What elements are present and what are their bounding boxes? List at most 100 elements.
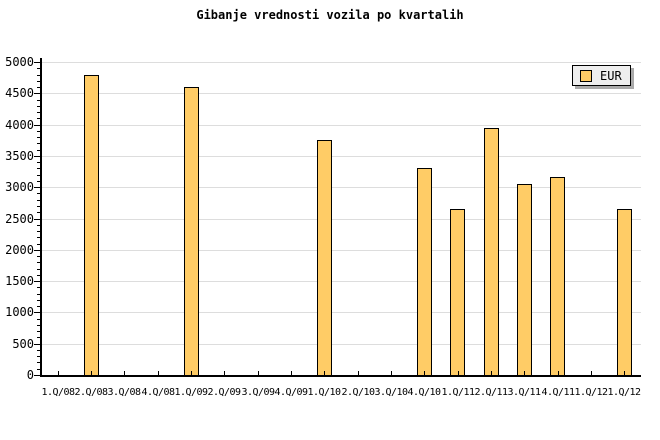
y-minor-tick [37, 275, 41, 276]
y-axis-label: 2000 [5, 243, 34, 257]
x-tick [491, 371, 492, 375]
gridline [41, 219, 641, 220]
x-axis-label: 4.Q/10 [407, 387, 441, 398]
chart-bar [184, 87, 199, 376]
y-minor-tick [37, 118, 41, 119]
y-minor-tick [37, 231, 41, 232]
y-major-tick [34, 344, 41, 345]
chart-title: Gibanje vrednosti vozila po kvartalih [196, 8, 464, 22]
x-axis-label: 1.Q/09 [174, 387, 208, 398]
x-axis-label: 1.Q/08 [41, 387, 75, 398]
legend-series-label: EUR [600, 68, 622, 83]
y-major-tick [34, 187, 41, 188]
y-major-tick [34, 375, 41, 376]
y-major-tick [34, 125, 41, 126]
y-minor-tick [37, 356, 41, 357]
y-axis-label: 4500 [5, 86, 34, 100]
x-tick [424, 371, 425, 375]
x-tick [358, 371, 359, 375]
y-axis-label: 5000 [5, 55, 34, 69]
y-axis-label: 4000 [5, 118, 34, 132]
x-axis-label: 2.Q/10 [341, 387, 375, 398]
x-tick [558, 371, 559, 375]
y-major-tick [34, 219, 41, 220]
y-minor-tick [37, 68, 41, 69]
x-tick [391, 371, 392, 375]
y-major-tick [34, 250, 41, 251]
x-axis-label: 2.Q/09 [207, 387, 241, 398]
y-major-tick [34, 312, 41, 313]
gridline [41, 344, 641, 345]
chart-bar [84, 75, 99, 376]
x-tick [324, 371, 325, 375]
y-minor-tick [37, 325, 41, 326]
x-axis-label: 2.Q/08 [74, 387, 108, 398]
legend: EUR [572, 65, 631, 86]
x-tick [91, 371, 92, 375]
x-axis-label: 3.Q/11 [507, 387, 541, 398]
y-axis-label: 1000 [5, 305, 34, 319]
y-minor-tick [37, 294, 41, 295]
y-minor-tick [37, 237, 41, 238]
y-axis-label: 2500 [5, 212, 34, 226]
y-minor-tick [37, 256, 41, 257]
y-minor-tick [37, 319, 41, 320]
gridline [41, 250, 641, 251]
y-minor-tick [37, 193, 41, 194]
chart-bar [484, 128, 499, 376]
y-axis [40, 58, 42, 377]
gridline [41, 281, 641, 282]
x-axis-label: 1.Q/11 [441, 387, 475, 398]
chart-bar [417, 168, 432, 376]
chart-bar [617, 209, 632, 376]
x-tick [191, 371, 192, 375]
y-major-tick [34, 156, 41, 157]
x-axis-label: 3.Q/08 [107, 387, 141, 398]
y-axis-label: 0 [26, 368, 34, 382]
x-tick [258, 371, 259, 375]
gridline [41, 93, 641, 94]
y-axis-label: 3500 [5, 149, 34, 163]
y-major-tick [34, 93, 41, 94]
y-minor-tick [37, 112, 41, 113]
y-minor-tick [37, 168, 41, 169]
y-minor-tick [37, 206, 41, 207]
chart-bar [317, 140, 332, 376]
x-axis-label: 4.Q/11 [541, 387, 575, 398]
x-axis-label: 1.Q/12 [607, 387, 641, 398]
x-tick [158, 371, 159, 375]
x-tick [224, 371, 225, 375]
y-minor-tick [37, 106, 41, 107]
y-minor-tick [37, 87, 41, 88]
y-minor-tick [37, 131, 41, 132]
x-axis-label: 4.Q/08 [141, 387, 175, 398]
y-minor-tick [37, 337, 41, 338]
y-minor-tick [37, 331, 41, 332]
x-tick [458, 371, 459, 375]
x-tick [291, 371, 292, 375]
x-axis-label: 4.Q/09 [274, 387, 308, 398]
y-minor-tick [37, 212, 41, 213]
y-minor-tick [37, 137, 41, 138]
legend-swatch-icon [580, 69, 592, 82]
y-minor-tick [37, 269, 41, 270]
gridline [41, 187, 641, 188]
x-axis-label: 2.Q/11 [474, 387, 508, 398]
y-axis-label: 1500 [5, 274, 34, 288]
y-minor-tick [37, 369, 41, 370]
chart-bar [550, 177, 565, 376]
x-tick [624, 371, 625, 375]
x-axis-label: 3.Q/10 [374, 387, 408, 398]
y-axis-label: 500 [12, 337, 34, 351]
y-minor-tick [37, 162, 41, 163]
y-minor-tick [37, 81, 41, 82]
x-axis-label: 1.Q/10 [307, 387, 341, 398]
gridline [41, 125, 641, 126]
y-axis-label: 3000 [5, 180, 34, 194]
y-minor-tick [37, 287, 41, 288]
y-major-tick [34, 281, 41, 282]
x-tick [124, 371, 125, 375]
y-major-tick [34, 62, 41, 63]
y-minor-tick [37, 150, 41, 151]
gridline [41, 156, 641, 157]
